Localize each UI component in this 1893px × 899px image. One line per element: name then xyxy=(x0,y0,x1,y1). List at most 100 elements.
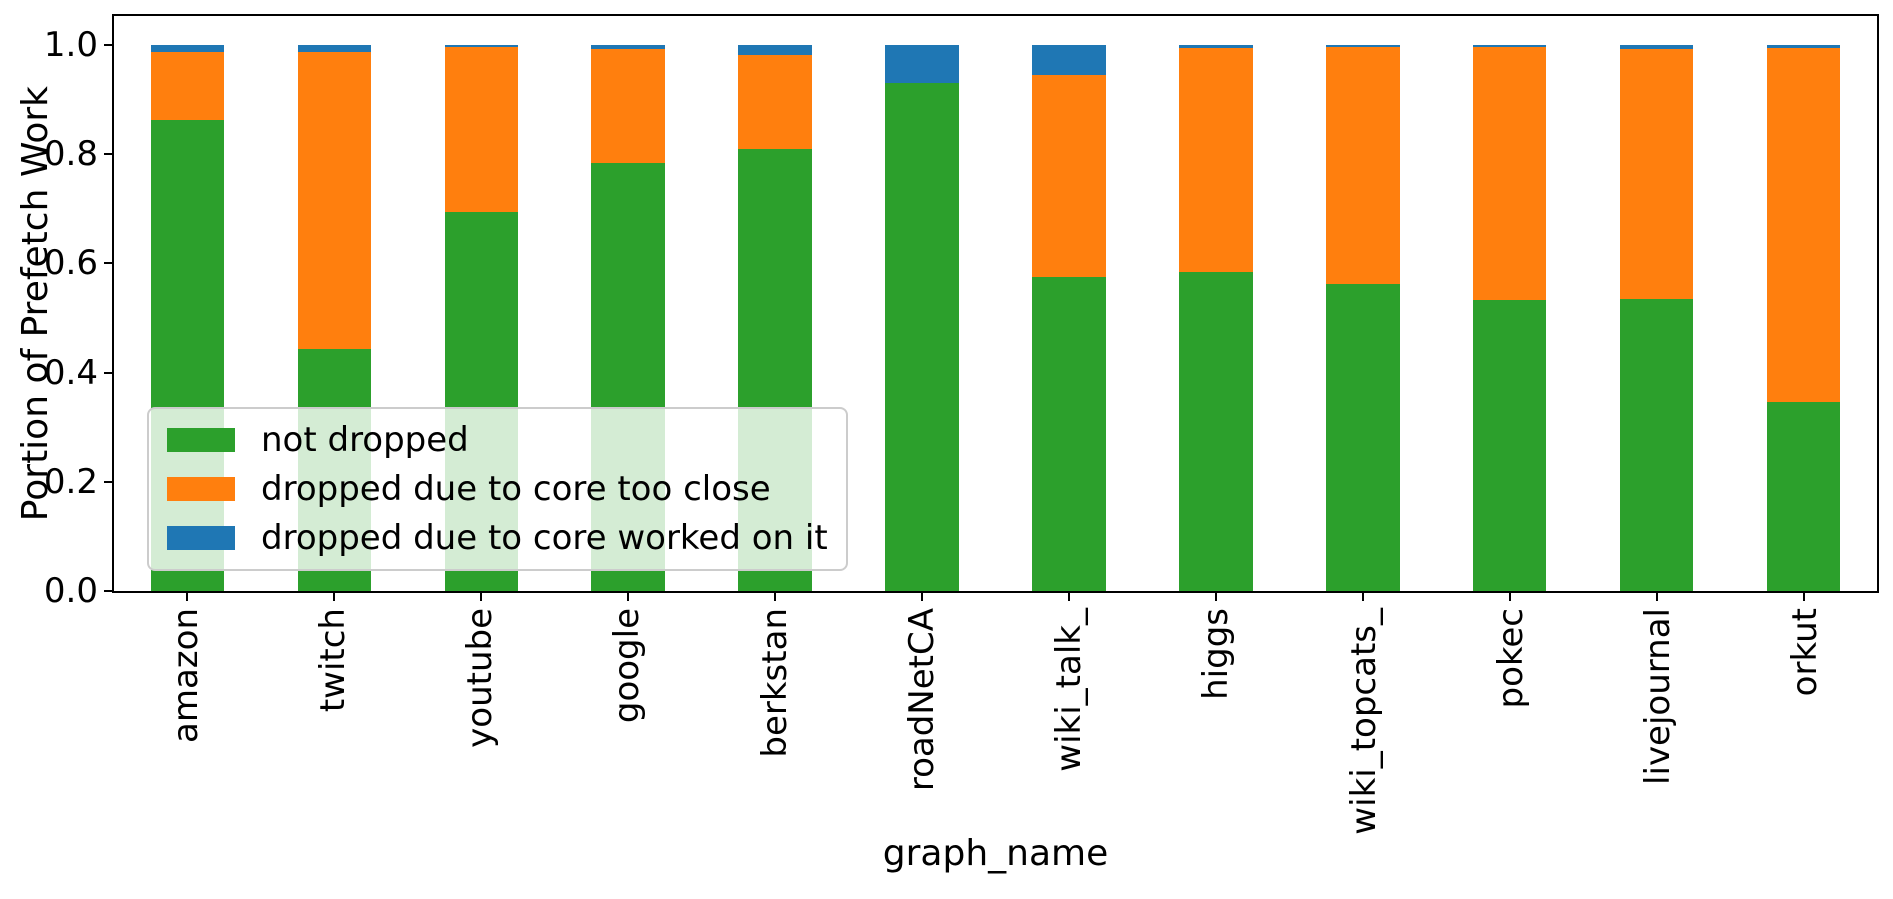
bar-segment-dropped-due-to-core-worked-on-it xyxy=(591,44,665,50)
bar-segment-dropped-due-to-core-too-close xyxy=(1326,47,1400,284)
y-axis-label-area: Portion of Prefetch Work xyxy=(0,14,72,593)
x-axis-label: graph_name xyxy=(882,833,1109,874)
stacked-bar-orkut xyxy=(1766,44,1841,591)
bar-segment-dropped-due-to-core-worked-on-it xyxy=(1326,44,1400,48)
x-tick-mark xyxy=(1067,591,1070,601)
y-tick-label: 0.2 xyxy=(43,461,98,502)
x-tick-cell: pokec xyxy=(1437,608,1584,835)
bar-segment-dropped-due-to-core-worked-on-it xyxy=(738,44,812,55)
x-tick-cell: higgs xyxy=(1143,608,1290,835)
bar-slot-pokec xyxy=(1436,16,1583,591)
bar-segment-not-dropped xyxy=(1619,299,1694,591)
legend-item-not-dropped: not dropped xyxy=(167,423,828,457)
stacked-bar-pokec xyxy=(1473,44,1547,591)
bar-segment-not-dropped xyxy=(885,82,959,591)
x-tick-cell: youtube xyxy=(407,608,554,835)
bar-segment-dropped-due-to-core-too-close xyxy=(1179,48,1253,273)
bar-segment-not-dropped xyxy=(1766,401,1841,591)
bar-segment-not-dropped xyxy=(1179,272,1253,591)
bar-segment-dropped-due-to-core-worked-on-it xyxy=(885,44,959,83)
x-tick-mark xyxy=(186,591,189,601)
bar-segment-not-dropped xyxy=(1032,277,1106,591)
x-tick-labels: amazon twitch youtube google berkstan roadNet… xyxy=(112,608,1879,835)
legend-label: dropped due to core too close xyxy=(261,469,771,509)
bar-segment-dropped-due-to-core-too-close xyxy=(444,47,519,212)
bar-segment-dropped-due-to-core-too-close xyxy=(1766,47,1841,402)
bar-segment-dropped-due-to-core-worked-on-it xyxy=(1619,44,1694,50)
bar-segment-dropped-due-to-core-too-close xyxy=(1473,46,1547,300)
x-tick-cell: roadNetCA xyxy=(848,608,995,835)
x-tick-label-wiki-talk: wiki_talk_ xyxy=(1049,608,1090,772)
x-tick-cell: twitch xyxy=(259,608,406,835)
x-tick-mark xyxy=(1802,591,1805,601)
legend-label: dropped due to core worked on it xyxy=(261,518,828,558)
x-tick-mark xyxy=(774,591,777,601)
x-tick-label-berkstan: berkstan xyxy=(754,608,795,758)
x-tick-mark xyxy=(1655,591,1658,601)
bar-slot-orkut xyxy=(1730,16,1877,591)
x-tick-mark xyxy=(1214,591,1217,601)
x-tick-mark xyxy=(1361,591,1364,601)
x-tick-mark xyxy=(921,591,924,601)
x-tick-cell: wiki_talk_ xyxy=(996,608,1143,835)
stacked-bar-wiki-topcats xyxy=(1326,44,1400,591)
x-tick-label-higgs: higgs xyxy=(1196,608,1237,700)
bar-segment-dropped-due-to-core-worked-on-it xyxy=(1766,44,1841,48)
x-tick-label-livejournal: livejournal xyxy=(1638,608,1679,785)
x-tick-label-pokec: pokec xyxy=(1490,608,1531,709)
x-tick-mark xyxy=(333,591,336,601)
bar-segment-dropped-due-to-core-too-close xyxy=(297,51,372,350)
x-tick-label-google: google xyxy=(607,608,648,724)
x-tick-cell: wiki_topcats_ xyxy=(1290,608,1437,835)
x-tick-cell: livejournal xyxy=(1585,608,1732,835)
bar-slot-wiki-topcats xyxy=(1289,16,1436,591)
x-tick-mark xyxy=(1508,591,1511,601)
bar-segment-dropped-due-to-core-too-close xyxy=(1619,49,1694,300)
bar-segment-dropped-due-to-core-worked-on-it xyxy=(297,44,372,52)
bar-slot-roadnetca xyxy=(849,16,996,591)
bar-segment-dropped-due-to-core-too-close xyxy=(738,54,812,150)
y-tick-label: 0.4 xyxy=(43,352,98,393)
x-tick-label-amazon: amazon xyxy=(165,608,206,743)
y-tick-mark xyxy=(104,590,114,592)
bar-segment-dropped-due-to-core-too-close xyxy=(1032,74,1106,278)
bar-segment-dropped-due-to-core-worked-on-it xyxy=(150,44,225,53)
bar-segment-dropped-due-to-core-worked-on-it xyxy=(444,44,519,48)
bar-slot-livejournal xyxy=(1583,16,1730,591)
stacked-bar-wiki-talk xyxy=(1032,44,1106,591)
bar-segment-dropped-due-to-core-too-close xyxy=(150,52,225,121)
bar-segment-dropped-due-to-core-too-close xyxy=(591,49,665,164)
x-tick-mark xyxy=(627,591,630,601)
stacked-bar-roadnetca xyxy=(885,44,959,591)
y-tick-label: 0.6 xyxy=(43,243,98,284)
x-tick-cell: amazon xyxy=(112,608,259,835)
bar-segment-dropped-due-to-core-worked-on-it xyxy=(1179,44,1253,49)
y-tick-mark xyxy=(104,262,114,265)
x-tick-label-wiki-topcats: wiki_topcats_ xyxy=(1343,608,1384,835)
bar-segment-dropped-due-to-core-worked-on-it xyxy=(1032,44,1106,75)
x-tick-label-orkut: orkut xyxy=(1785,608,1826,697)
bar-slot-higgs xyxy=(1142,16,1289,591)
y-tick-label: 0.8 xyxy=(43,134,98,175)
x-tick-mark xyxy=(480,591,483,601)
bar-segment-not-dropped xyxy=(1326,283,1400,591)
x-axis-label-area: graph_name xyxy=(112,836,1879,872)
y-tick-mark xyxy=(104,480,114,483)
bar-slot-wiki-talk xyxy=(996,16,1143,591)
legend-item-dropped-due-to-core-worked-on-it: dropped due to core worked on it xyxy=(167,521,828,555)
legend-label: not dropped xyxy=(261,420,469,460)
x-tick-label-twitch: twitch xyxy=(312,608,353,713)
x-tick-cell: orkut xyxy=(1732,608,1879,835)
x-tick-cell: google xyxy=(554,608,701,835)
bar-segment-not-dropped xyxy=(1473,299,1547,591)
y-tick-label: 0.0 xyxy=(43,571,98,611)
y-tick-mark xyxy=(104,371,114,374)
x-tick-label-roadnetca: roadNetCA xyxy=(901,608,942,792)
y-tick-mark xyxy=(104,43,114,46)
legend-swatch-dropped-due-to-core-too-close xyxy=(167,477,235,501)
y-tick-label: 1.0 xyxy=(43,24,98,65)
stacked-bar-higgs xyxy=(1179,44,1253,591)
x-tick-label-youtube: youtube xyxy=(460,608,501,748)
plot-area: 0.0 0.2 0.4 0.6 0.8 1.0 not dropped dropped du… xyxy=(44,14,1879,608)
